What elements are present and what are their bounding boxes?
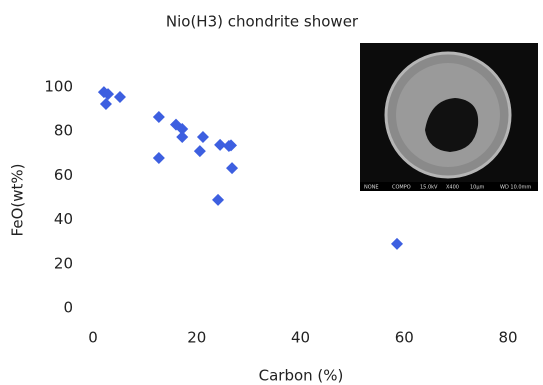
inset-label: COMPO xyxy=(392,185,411,191)
y-tick-label: 100 xyxy=(44,78,73,96)
point xyxy=(114,91,126,103)
y-tick-label: 40 xyxy=(54,210,73,228)
inset-image xyxy=(360,43,538,191)
inset-label: 15.0kV xyxy=(420,185,438,191)
inset-label: 10μm xyxy=(470,185,485,191)
point xyxy=(391,238,403,250)
inset-label: NONE xyxy=(364,185,379,191)
y-tick-label: 80 xyxy=(54,122,73,140)
point xyxy=(212,194,224,206)
inset-label: X400 xyxy=(446,185,459,191)
y-tick-label: 0 xyxy=(63,299,73,317)
x-tick-label: 20 xyxy=(187,329,206,347)
point xyxy=(226,162,238,174)
x-tick-label: 0 xyxy=(88,329,98,347)
x-tick-label: 60 xyxy=(395,329,414,347)
y-axis-label: FeO(wt%) xyxy=(9,164,27,237)
x-tick-label: 40 xyxy=(291,329,310,347)
y-tick-label: 20 xyxy=(54,254,73,272)
point xyxy=(194,145,206,157)
point xyxy=(153,111,165,123)
chart: Nio(H3) chondrite shower Carbon (%) FeO(… xyxy=(0,0,543,385)
point xyxy=(197,131,209,143)
y-tick-label: 60 xyxy=(54,166,73,184)
point xyxy=(100,98,112,110)
x-axis-label: Carbon (%) xyxy=(259,367,344,385)
x-tick-label: 80 xyxy=(498,329,517,347)
point xyxy=(176,131,188,143)
inset-label: WD 10.0mm xyxy=(500,185,531,191)
chart-title: Nio(H3) chondrite shower xyxy=(166,13,359,31)
point xyxy=(153,152,165,164)
